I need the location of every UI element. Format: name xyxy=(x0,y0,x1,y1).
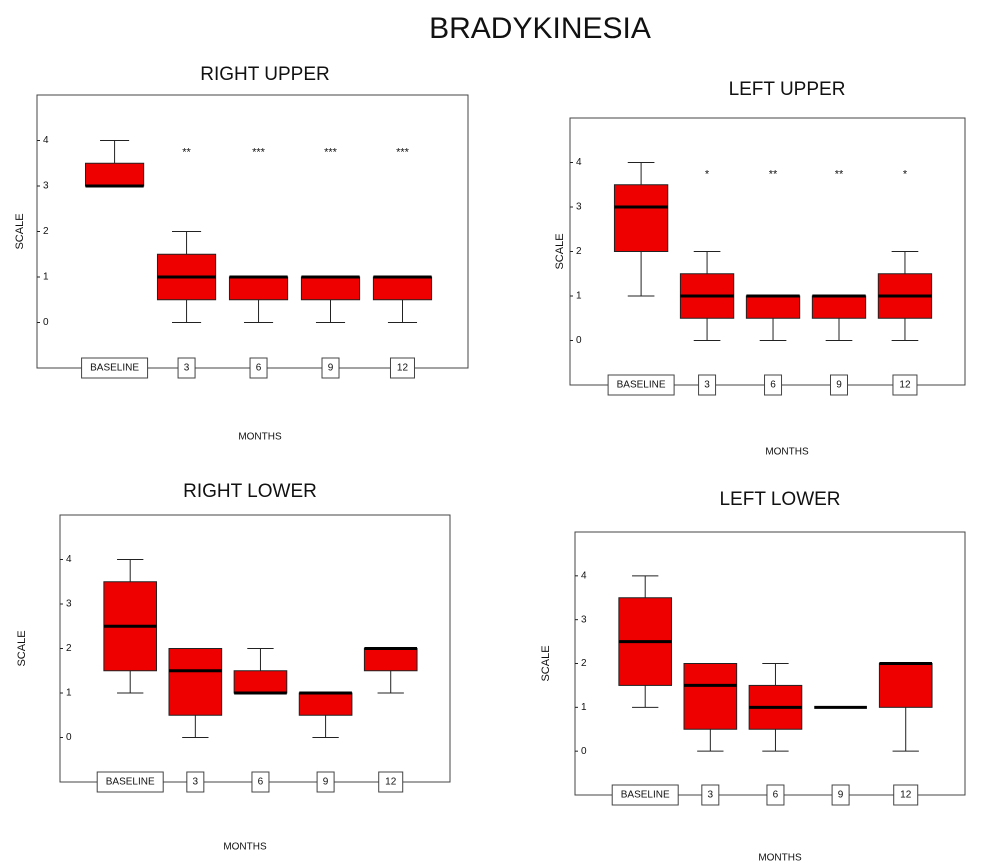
box xyxy=(233,670,288,694)
y-tick-label: 0 xyxy=(581,746,587,757)
y-tick-label: 0 xyxy=(43,317,49,328)
y-tick-label: 2 xyxy=(576,246,582,257)
y-tick-label: 1 xyxy=(581,702,587,713)
x-tick-label: BASELINE xyxy=(617,380,666,391)
y-tick-label: 0 xyxy=(576,335,582,346)
significance: * xyxy=(705,168,710,180)
x-tick-label: 12 xyxy=(397,363,409,374)
x-label-box xyxy=(378,771,404,793)
y-tick-label: 4 xyxy=(576,157,582,168)
y-tick-label: 2 xyxy=(581,658,587,669)
y-axis-label: SCALE xyxy=(554,233,566,269)
significance: *** xyxy=(396,146,410,158)
chart-title: RIGHT UPPER xyxy=(200,64,330,85)
x-label-box xyxy=(611,784,679,806)
x-label-box xyxy=(251,771,270,793)
y-tick-label: 0 xyxy=(66,732,72,743)
box xyxy=(878,663,933,708)
x-label-box xyxy=(892,374,918,396)
box xyxy=(300,276,361,301)
x-tick-label: 3 xyxy=(704,380,710,391)
box xyxy=(228,276,289,301)
plot-frame xyxy=(36,94,469,369)
figure-title: BRADYKINESIA xyxy=(429,12,651,45)
x-tick-label: BASELINE xyxy=(90,363,139,374)
x-tick-label: 9 xyxy=(836,380,842,391)
box xyxy=(168,648,223,716)
x-tick-label: 12 xyxy=(899,380,911,391)
x-tick-label: 9 xyxy=(323,777,329,788)
x-tick-label: BASELINE xyxy=(621,790,670,801)
y-tick-label: 3 xyxy=(581,614,587,625)
x-label-box xyxy=(831,784,850,806)
y-tick-label: 3 xyxy=(66,599,72,610)
box xyxy=(811,295,867,319)
x-axis-label: MONTHS xyxy=(765,447,809,458)
x-label-box xyxy=(607,374,675,396)
x-label-box xyxy=(766,784,785,806)
significance: *** xyxy=(252,146,266,158)
box xyxy=(683,663,738,730)
x-tick-label: 12 xyxy=(900,790,912,801)
box xyxy=(84,162,145,187)
x-tick-label: 6 xyxy=(770,380,776,391)
x-label-box xyxy=(389,357,415,379)
y-tick-label: 2 xyxy=(43,226,49,237)
x-label-box xyxy=(186,771,205,793)
x-tick-label: 6 xyxy=(256,363,262,374)
x-axis-label: MONTHS xyxy=(758,853,802,864)
chart-title: RIGHT LOWER xyxy=(183,481,317,502)
chart-title: LEFT LOWER xyxy=(719,489,840,510)
x-axis-label: MONTHS xyxy=(238,432,282,443)
x-label-box xyxy=(177,357,196,379)
significance: *** xyxy=(324,146,338,158)
box xyxy=(363,648,418,672)
significance: ** xyxy=(835,168,844,180)
x-label-box xyxy=(829,374,848,396)
x-tick-label: 3 xyxy=(184,363,190,374)
y-tick-label: 3 xyxy=(576,202,582,213)
x-axis-label: MONTHS xyxy=(223,842,267,853)
y-tick-label: 4 xyxy=(581,570,587,581)
x-tick-label: 6 xyxy=(773,790,779,801)
y-tick-label: 1 xyxy=(576,291,582,302)
x-label-box xyxy=(701,784,720,806)
y-axis-label: SCALE xyxy=(14,213,26,249)
x-tick-label: 9 xyxy=(838,790,844,801)
significance: * xyxy=(903,168,908,180)
box xyxy=(745,295,801,319)
x-tick-label: 3 xyxy=(193,777,199,788)
x-label-box xyxy=(81,357,149,379)
y-axis-label: SCALE xyxy=(540,645,552,681)
box xyxy=(613,184,669,252)
x-label-box xyxy=(96,771,164,793)
y-tick-label: 1 xyxy=(43,272,49,283)
x-label-box xyxy=(893,784,919,806)
x-label-box xyxy=(698,374,717,396)
x-label-box xyxy=(321,357,340,379)
y-tick-label: 3 xyxy=(43,181,49,192)
box xyxy=(298,692,353,716)
y-axis-label: SCALE xyxy=(16,630,28,666)
x-tick-label: 3 xyxy=(708,790,714,801)
y-tick-label: 4 xyxy=(43,135,49,146)
x-tick-label: 12 xyxy=(385,777,397,788)
chart-title: LEFT UPPER xyxy=(729,79,846,100)
x-label-box xyxy=(764,374,783,396)
x-tick-label: 9 xyxy=(328,363,334,374)
x-tick-label: 6 xyxy=(258,777,264,788)
x-label-box xyxy=(249,357,268,379)
y-tick-label: 4 xyxy=(66,554,72,565)
box xyxy=(372,276,433,301)
y-tick-label: 1 xyxy=(66,688,72,699)
y-tick-label: 2 xyxy=(66,643,72,654)
x-tick-label: BASELINE xyxy=(106,777,155,788)
significance: ** xyxy=(182,146,191,158)
significance: ** xyxy=(769,168,778,180)
x-label-box xyxy=(316,771,335,793)
